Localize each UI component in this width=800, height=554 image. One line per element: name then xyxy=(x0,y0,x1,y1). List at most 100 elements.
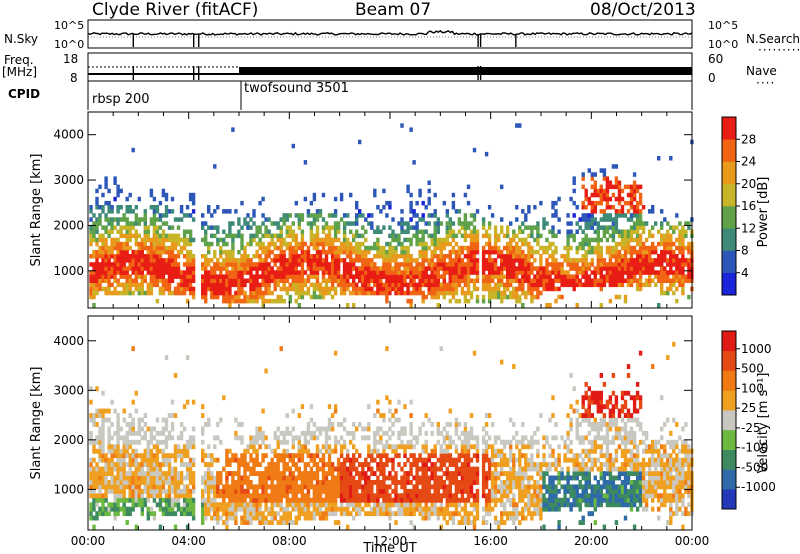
data-cell xyxy=(424,205,428,210)
data-cell xyxy=(342,249,347,255)
data-cell xyxy=(364,484,368,490)
data-cell xyxy=(210,213,214,218)
nave-legend: ···· xyxy=(756,76,776,90)
data-cell xyxy=(125,237,129,243)
data-cell xyxy=(324,439,329,445)
data-cell xyxy=(611,270,616,275)
data-cell xyxy=(158,274,163,279)
data-cell xyxy=(330,249,335,255)
data-cell xyxy=(397,493,401,499)
data-cell xyxy=(89,270,93,275)
data-cell xyxy=(285,262,289,267)
data-cell xyxy=(361,466,365,472)
data-cell xyxy=(427,274,431,279)
data-cell xyxy=(228,262,232,267)
data-cell xyxy=(632,172,637,177)
data-cell xyxy=(418,475,422,481)
data-cell xyxy=(382,188,386,194)
data-cell xyxy=(213,515,217,521)
data-cell xyxy=(246,258,250,263)
data-cell xyxy=(116,229,120,234)
data-cell xyxy=(318,294,323,300)
data-cell xyxy=(339,462,344,467)
data-cell xyxy=(503,233,507,239)
data-cell xyxy=(620,245,625,251)
data-cell xyxy=(406,511,410,517)
data-cell xyxy=(282,221,286,226)
data-cell xyxy=(107,188,111,194)
data-cell xyxy=(457,249,462,255)
data-cell xyxy=(240,480,244,485)
data-cell xyxy=(110,422,114,427)
data-cell xyxy=(285,233,289,239)
data-cell xyxy=(95,475,99,481)
data-cell xyxy=(107,233,111,239)
data-cell xyxy=(110,245,114,251)
data-cell xyxy=(584,258,588,263)
data-cell xyxy=(297,448,301,454)
data-cell xyxy=(182,511,187,517)
data-cell xyxy=(110,225,114,230)
data-cell xyxy=(497,274,501,279)
data-cell xyxy=(219,290,223,296)
data-cell xyxy=(282,435,286,441)
data-cell xyxy=(518,294,522,300)
data-cell xyxy=(309,417,314,423)
data-cell xyxy=(285,511,289,517)
data-cell xyxy=(379,270,383,275)
data-cell xyxy=(318,213,323,218)
data-cell xyxy=(140,497,144,503)
data-cell xyxy=(137,471,141,476)
data-cell xyxy=(493,294,498,300)
data-cell xyxy=(333,286,338,292)
data-cell xyxy=(367,404,371,410)
data-cell xyxy=(176,502,181,508)
data-cell xyxy=(264,217,268,222)
data-cell xyxy=(149,475,154,481)
data-cell xyxy=(207,453,211,459)
data-cell xyxy=(225,262,229,267)
data-cell xyxy=(445,282,449,288)
data-cell xyxy=(614,254,619,259)
data-cell xyxy=(617,254,622,259)
data-cell xyxy=(355,258,359,263)
data-cell xyxy=(210,488,214,494)
data-cell xyxy=(355,200,359,206)
data-cell xyxy=(349,229,353,234)
data-cell xyxy=(173,270,178,275)
data-cell xyxy=(678,249,682,255)
data-cell xyxy=(539,245,543,251)
data-cell xyxy=(231,233,235,239)
data-cell xyxy=(409,209,413,214)
data-cell xyxy=(204,286,208,292)
data-cell xyxy=(394,262,398,267)
data-cell xyxy=(92,457,96,463)
data-cell xyxy=(246,480,250,485)
data-cell xyxy=(327,462,332,467)
data-cell xyxy=(300,294,305,300)
data-cell xyxy=(101,497,105,503)
data-cell xyxy=(620,270,625,275)
data-cell xyxy=(463,233,468,239)
data-cell xyxy=(614,209,619,214)
data-cell xyxy=(361,225,365,230)
data-cell xyxy=(167,249,172,255)
data-cell xyxy=(140,245,144,251)
data-cell xyxy=(321,444,326,450)
data-cell xyxy=(95,466,99,472)
data-cell xyxy=(116,457,120,463)
data-cell xyxy=(131,430,135,436)
data-cell xyxy=(243,502,247,508)
cpid-segment-twofsound: twofsound 3501 xyxy=(244,81,349,96)
data-cell xyxy=(318,258,323,263)
data-cell xyxy=(110,448,114,454)
data-cell xyxy=(382,448,386,454)
data-cell xyxy=(587,225,591,230)
data-cell xyxy=(185,298,190,304)
data-cell xyxy=(421,237,425,243)
data-cell xyxy=(406,298,410,304)
data-cell xyxy=(279,286,283,292)
data-cell xyxy=(394,480,398,485)
data-cell xyxy=(219,254,223,259)
data-cell xyxy=(267,229,271,234)
